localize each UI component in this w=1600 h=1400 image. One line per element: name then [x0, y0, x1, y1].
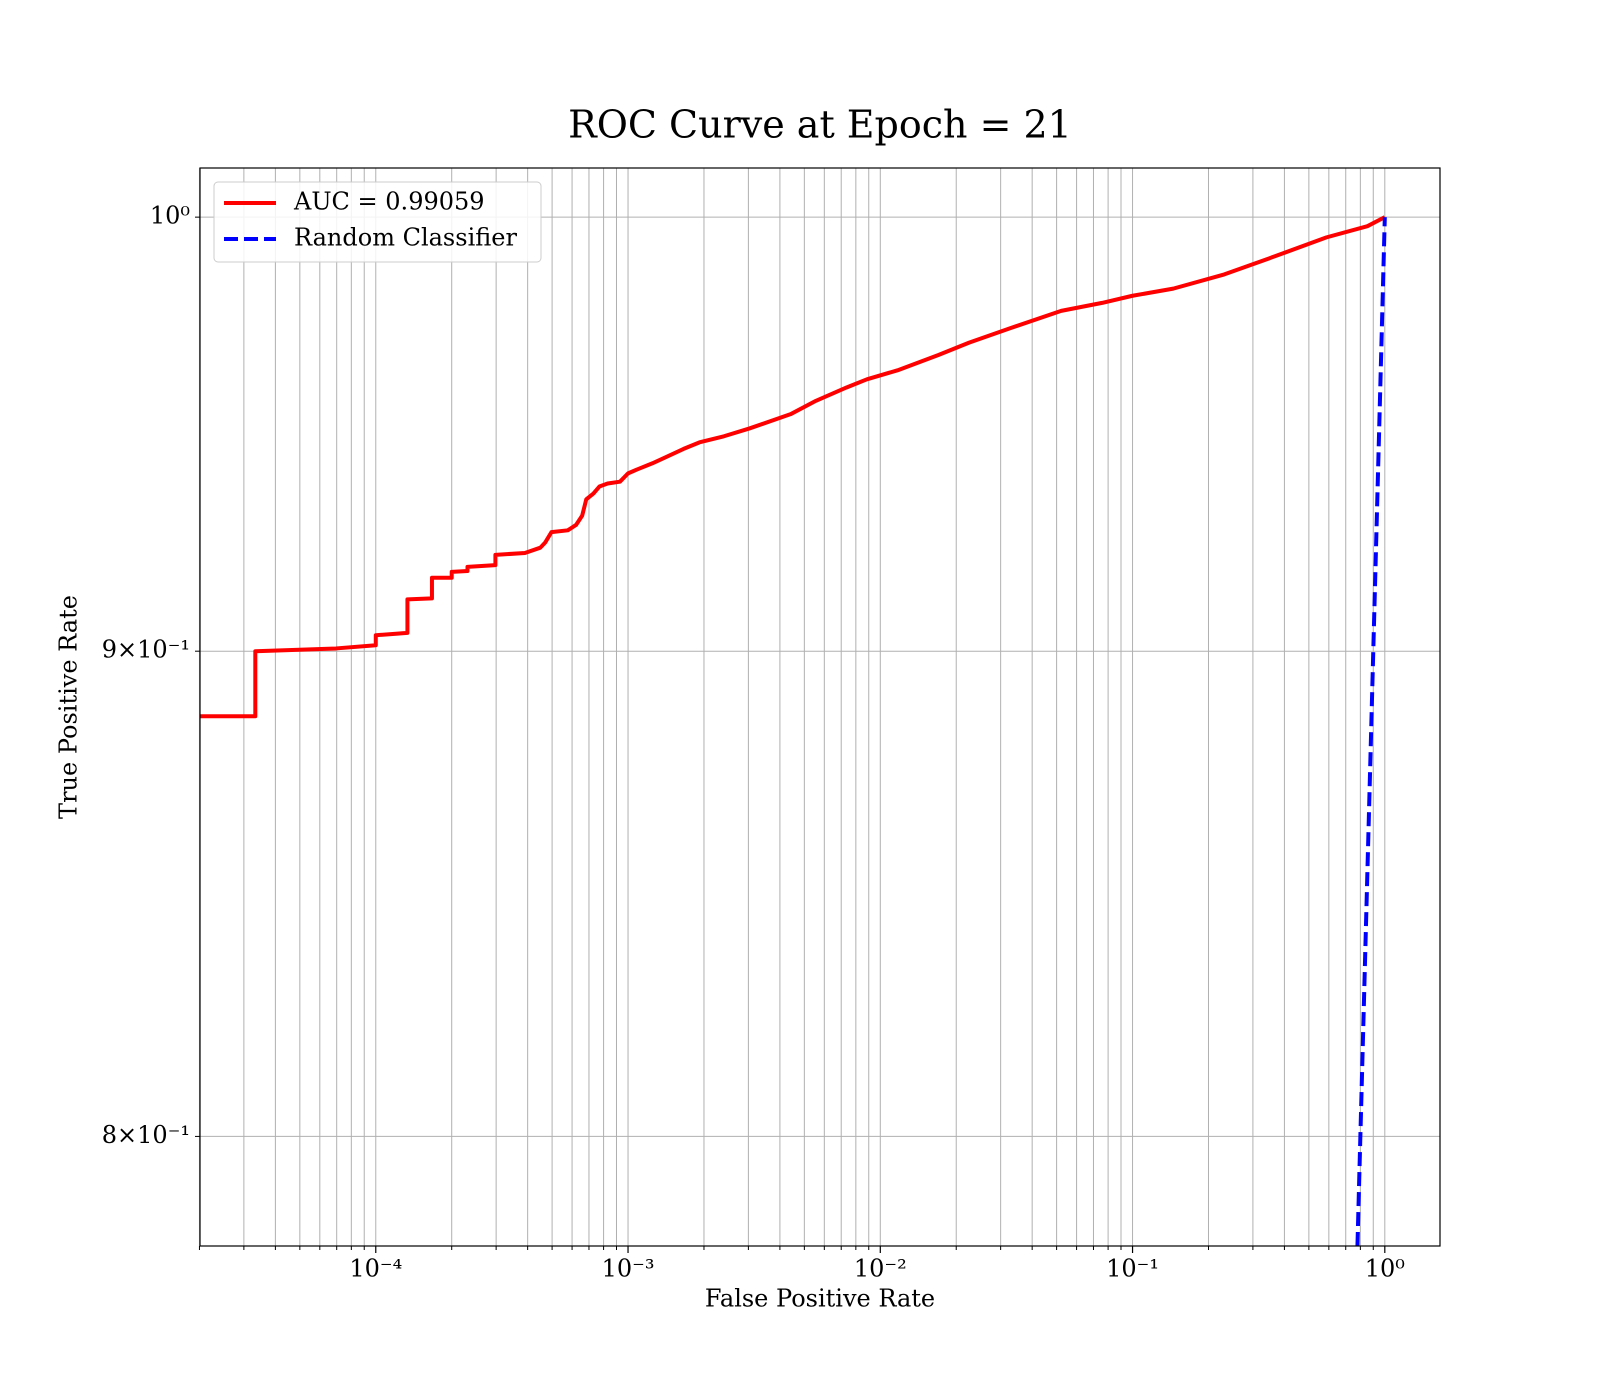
ticks: 10⁻⁴ 10⁻³ 10⁻² 10⁻¹ 10⁰ 10⁰ 9×10⁻¹ 8×10⁻¹	[102, 202, 1405, 1283]
y-tick-label: 10⁰	[150, 202, 190, 230]
x-tick-label: 10⁻²	[854, 1255, 907, 1283]
y-axis-label: True Positive Rate	[55, 595, 83, 819]
x-tick-label: 10⁰	[1365, 1255, 1405, 1283]
axes-frame	[199, 167, 1441, 1247]
y-tick-label: 9×10⁻¹	[102, 636, 190, 664]
x-axis-label: False Positive Rate	[705, 1285, 935, 1313]
series-line	[1355, 217, 1387, 1246]
x-tick-label: 10⁻³	[602, 1255, 655, 1283]
legend-box	[213, 181, 542, 263]
chart-title: ROC Curve at Epoch = 21	[568, 103, 1072, 147]
x-tick-label: 10⁻¹	[1106, 1255, 1159, 1283]
series-line	[200, 215, 1386, 719]
y-tick-label: 8×10⁻¹	[102, 1121, 190, 1149]
legend-label: Random Classifier	[294, 224, 517, 252]
legend-label: AUC = 0.99059	[293, 188, 485, 216]
plot-area	[200, 215, 1387, 1246]
x-tick-label: 10⁻⁴	[349, 1255, 402, 1283]
grid	[198, 168, 1440, 1246]
legend: AUC = 0.99059 Random Classifier	[213, 181, 542, 263]
